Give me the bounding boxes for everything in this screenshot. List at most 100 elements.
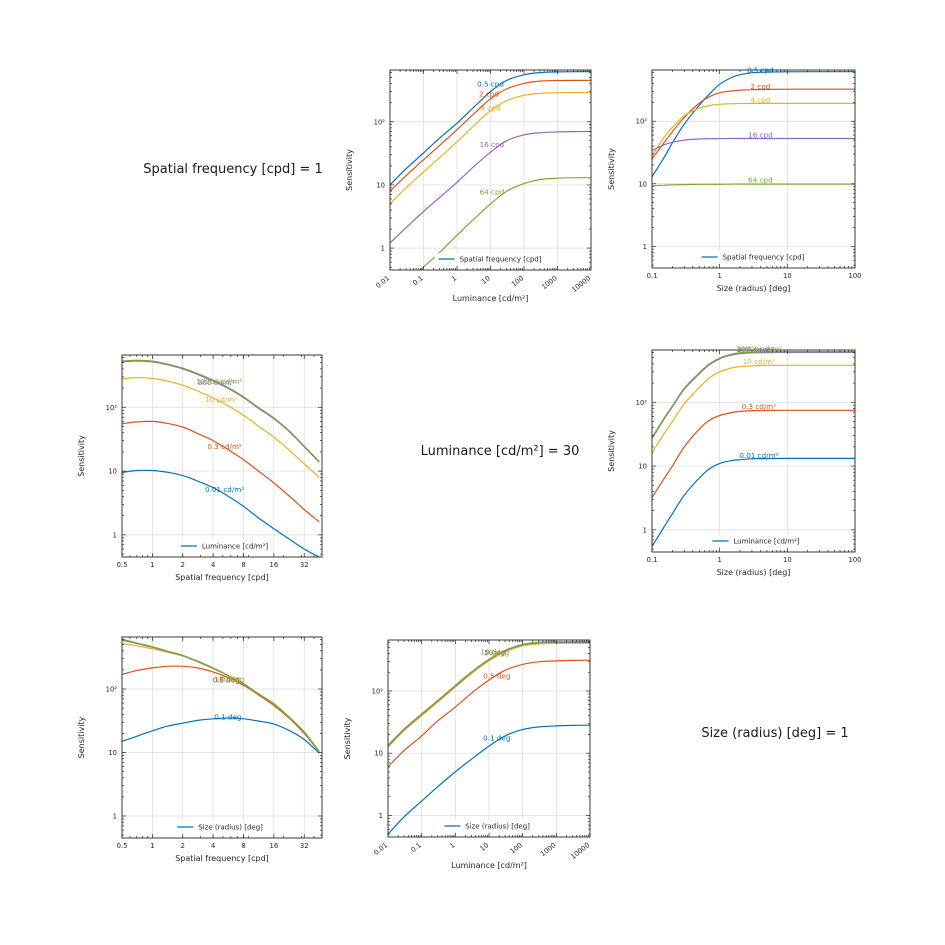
y-tick-label: 10 <box>638 463 647 471</box>
curve-label: 10 deg <box>480 648 505 657</box>
curve-label: 50 deg <box>219 675 244 684</box>
x-tick-label: 10 <box>480 274 492 286</box>
y-tick-label: 10² <box>636 399 648 407</box>
plot-frame <box>651 69 856 269</box>
chart-sensitivity-vs-luminance-by-frequency: 0.01 0.1 1 10 100 1000 10000 1 10 10² Luminance [c… <box>345 69 592 303</box>
legend-label: Luminance [cd/m²] <box>202 543 269 551</box>
x-axis-label: Luminance [cd/m²] <box>451 861 527 870</box>
curve-label: 0.5 cpd <box>477 80 504 89</box>
curve-label: 300 cd/m² <box>737 345 774 354</box>
y-tick-label: 10 <box>108 749 117 757</box>
facet-title-spatial-frequency: Spatial frequency [cpd] = 1 <box>143 162 323 177</box>
x-tick-label: 4 <box>211 842 215 850</box>
y-tick-label: 10 <box>108 468 117 476</box>
series-16-cpd <box>652 137 855 152</box>
curve-label: 16 cpd <box>748 130 773 139</box>
chart-sensitivity-vs-size-by-luminance: 0.1 1 10 100 1 10 10² Size (radius) [deg] Sensit… <box>607 345 861 577</box>
y-tick-label: 10 <box>374 750 383 758</box>
x-tick-label: 1000 <box>540 274 559 291</box>
x-tick-label: 1000 <box>539 841 558 858</box>
series-0.5-cpd <box>652 71 855 178</box>
plot-frame <box>651 349 856 553</box>
series-0.01-cd-m- <box>122 469 320 557</box>
y-tick-label: 10² <box>374 118 386 126</box>
y-axis-label: Sensitivity <box>345 149 354 191</box>
y-tick-label: 1 <box>113 812 117 820</box>
series-10-cd-m- <box>122 376 320 478</box>
y-axis-label: Sensitivity <box>607 148 616 190</box>
x-tick-label: 10 <box>783 272 792 280</box>
facet-title-luminance: Luminance [cd/m²] = 30 <box>420 444 580 459</box>
curve-label: 2 cpd <box>479 90 499 99</box>
curve-label: 0.3 cd/m² <box>207 442 242 451</box>
curve-label: 4 cpd <box>481 104 501 113</box>
x-tick-label: 1 <box>718 272 722 280</box>
x-tick-label: 100 <box>849 272 862 280</box>
curve-label: 0.1 deg <box>483 734 510 743</box>
x-tick-label: 100 <box>510 274 525 288</box>
curve-label: 10000 cd/m² <box>196 377 242 386</box>
curve-label: 0.3 cd/m² <box>742 402 777 411</box>
curve-label: 0.5 cpd <box>747 66 774 75</box>
legend-background <box>708 535 799 547</box>
x-tick-label: 10000 <box>569 841 591 861</box>
legend-background <box>440 820 538 832</box>
x-tick-label: 16 <box>270 561 279 569</box>
x-axis-label: Spatial frequency [cpd] <box>175 573 269 582</box>
y-tick-label: 10 <box>638 180 647 188</box>
curve-label: 10 cd/m² <box>743 357 775 366</box>
x-tick-label: 1 <box>450 274 458 283</box>
legend-background <box>434 253 547 265</box>
chart-sensitivity-vs-luminance-by-size: 0.01 0.1 1 10 100 1000 10000 1 10 10² Luminance [c… <box>343 639 591 870</box>
x-tick-label: 1 <box>718 556 722 564</box>
curve-label: 2 cpd <box>750 82 770 91</box>
x-tick-label: 4 <box>211 561 215 569</box>
series-10000-cd-m- <box>122 359 320 462</box>
y-axis-label: Sensitivity <box>77 716 86 758</box>
x-axis-label: Size (radius) [deg] <box>717 568 791 577</box>
curve-label: 50 deg <box>484 648 509 657</box>
y-tick-label: 1 <box>379 812 383 820</box>
y-tick-label: 10 <box>376 181 385 189</box>
series-0.1-deg <box>122 717 320 754</box>
series-10000-cd-m- <box>652 351 855 438</box>
y-tick-label: 10² <box>636 118 648 126</box>
x-tick-label: 10000 <box>570 274 592 294</box>
chart-sensitivity-vs-frequency-by-size: 0.5 1 2 4 8 16 32 1 10 10² Spatial frequency [cpd]… <box>77 636 323 863</box>
y-tick-label: 10² <box>372 687 384 695</box>
x-tick-label: 2 <box>181 561 185 569</box>
curve-label: 4 cpd <box>750 95 770 104</box>
curve-label: 2 deg <box>484 649 504 658</box>
x-tick-label: 8 <box>241 842 245 850</box>
curve-label: 64 cpd <box>748 175 773 184</box>
y-tick-label: 1 <box>643 526 647 534</box>
chart-sensitivity-vs-frequency-by-luminance: 0.5 1 2 4 8 16 32 1 10 10² Spatial frequency [cpd]… <box>77 354 323 582</box>
legend-label: Size (radius) [deg] <box>198 824 263 832</box>
series-10-deg <box>122 639 320 753</box>
x-tick-label: 0.1 <box>647 556 658 564</box>
curve-label: 0.01 cd/m² <box>739 451 778 460</box>
y-tick-label: 1 <box>381 245 385 253</box>
y-axis-label: Sensitivity <box>343 717 352 759</box>
series-2-cpd <box>390 79 591 192</box>
legend-background <box>176 540 268 552</box>
series-0.3-cd-m- <box>122 420 320 523</box>
y-axis-label: Sensitivity <box>607 430 616 472</box>
series-4-cpd <box>652 102 855 157</box>
curve-label: 10 cd/m² <box>205 395 237 404</box>
x-axis-label: Luminance [cd/m²] <box>453 294 529 303</box>
x-tick-label: 1 <box>150 842 154 850</box>
curve-label: 0.5 deg <box>483 671 510 680</box>
x-axis-label: Spatial frequency [cpd] <box>175 854 269 863</box>
x-tick-label: 2 <box>181 842 185 850</box>
series-16-cpd <box>390 130 591 244</box>
series-2-cpd <box>652 88 855 160</box>
legend-label: Luminance [cd/m²] <box>733 538 800 546</box>
plot-frame <box>121 354 323 558</box>
x-tick-label: 0.5 <box>117 842 128 850</box>
series-64-cpd <box>652 183 855 187</box>
x-tick-label: 8 <box>241 561 245 569</box>
legend-background <box>697 251 810 263</box>
plot-frame <box>121 636 323 839</box>
x-tick-label: 0.1 <box>647 272 658 280</box>
